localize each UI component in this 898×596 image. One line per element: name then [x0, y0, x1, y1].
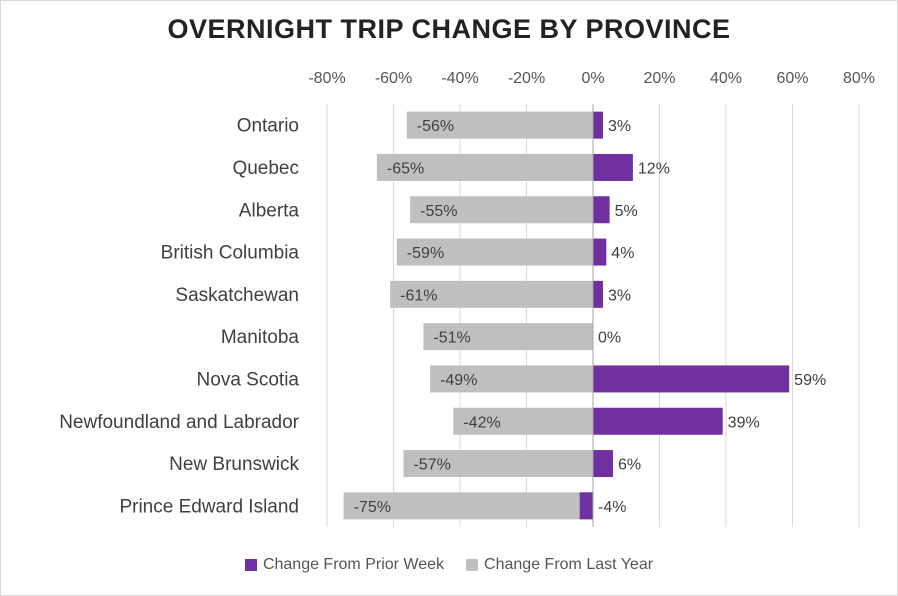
category-label: Prince Edward Island [119, 496, 299, 517]
data-label-last-year: -57% [413, 457, 450, 474]
x-tick-label: 80% [843, 70, 875, 87]
category-label: Ontario [237, 116, 299, 137]
data-label-prior-week: 12% [638, 160, 670, 177]
bar-last-year [390, 280, 593, 308]
data-label-last-year: -75% [354, 499, 391, 516]
category-label: New Brunswick [169, 454, 299, 475]
category-label: Manitoba [221, 327, 300, 348]
chart-legend: Change From Prior Week Change From Last … [0, 556, 898, 574]
category-label: Newfoundland and Labrador [59, 412, 299, 433]
legend-label-prior-week: Change From Prior Week [262, 556, 445, 573]
bar-prior-week [593, 153, 633, 181]
data-label-prior-week: -4% [598, 499, 626, 516]
data-label-prior-week: 39% [728, 414, 760, 431]
bar-last-year [453, 407, 593, 435]
x-tick-label: 60% [776, 70, 808, 87]
data-label-prior-week: 0% [598, 330, 621, 347]
category-label: Alberta [239, 200, 300, 221]
data-label-prior-week: 3% [608, 287, 631, 304]
bar-last-year [376, 153, 593, 181]
x-tick-label: 20% [643, 70, 675, 87]
x-tick-label: 0% [581, 70, 604, 87]
bar-last-year [396, 238, 593, 266]
chart-title: OVERNIGHT TRIP CHANGE BY PROVINCE [167, 14, 731, 44]
bar-last-year [343, 492, 593, 520]
data-label-last-year: -55% [420, 203, 457, 220]
legend-label-last-year: Change From Last Year [484, 556, 654, 573]
data-label-prior-week: 3% [608, 118, 631, 135]
legend-item-prior-week: Change From Prior Week [244, 556, 445, 574]
category-label: Saskatchewan [175, 285, 299, 306]
data-label-last-year: -51% [433, 330, 470, 347]
bar-last-year [430, 365, 593, 393]
data-label-last-year: -56% [417, 118, 454, 135]
bar-prior-week [593, 280, 603, 308]
bar-last-year [423, 323, 593, 351]
data-label-last-year: -61% [400, 287, 437, 304]
data-label-prior-week: 4% [611, 245, 634, 262]
data-label-last-year: -59% [407, 245, 444, 262]
bar-prior-week [593, 196, 610, 224]
bar-prior-week [579, 492, 593, 520]
x-tick-label: 40% [710, 70, 742, 87]
legend-item-last-year: Change From Last Year [466, 556, 653, 574]
legend-swatch-last-year [466, 559, 479, 571]
bar-last-year [406, 111, 593, 139]
bar-prior-week [593, 365, 790, 393]
data-label-last-year: -42% [463, 414, 500, 431]
bar-prior-week [593, 238, 607, 266]
data-label-last-year: -65% [387, 160, 424, 177]
x-tick-label: -60% [375, 70, 412, 87]
category-label: Quebec [232, 158, 299, 179]
bar-last-year [410, 196, 593, 224]
data-label-last-year: -49% [440, 372, 477, 389]
bar-prior-week [593, 407, 723, 435]
bar-last-year [403, 450, 593, 478]
category-label: Nova Scotia [197, 369, 300, 390]
bar-prior-week [593, 450, 613, 478]
x-tick-label: -20% [508, 70, 545, 87]
data-label-prior-week: 6% [618, 457, 641, 474]
category-label: British Columbia [161, 243, 300, 264]
legend-swatch-prior-week [244, 559, 257, 571]
data-label-prior-week: 5% [615, 203, 638, 220]
x-tick-label: -40% [441, 70, 478, 87]
data-label-prior-week: 59% [794, 372, 826, 389]
bar-prior-week [593, 111, 603, 139]
x-tick-label: -80% [308, 70, 345, 87]
